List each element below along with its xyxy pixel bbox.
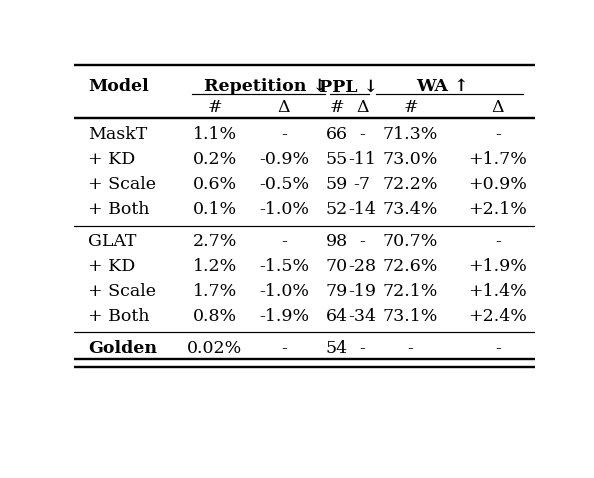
Text: +2.1%: +2.1% [468,201,527,218]
Text: +1.9%: +1.9% [468,258,527,275]
Text: #: # [207,98,222,116]
Text: -: - [359,340,365,357]
Text: -: - [281,340,287,357]
Text: 79: 79 [326,283,347,300]
Text: #: # [403,98,418,116]
Text: PPL ↓: PPL ↓ [318,78,378,95]
Text: #: # [329,98,344,116]
Text: -: - [281,126,287,143]
Text: GLAT: GLAT [88,233,137,250]
Text: MaskT: MaskT [88,126,147,143]
Text: + Both: + Both [88,201,150,218]
Text: -: - [359,126,365,143]
Text: -1.0%: -1.0% [259,201,309,218]
Text: 70: 70 [326,258,347,275]
Text: + KD: + KD [88,151,135,168]
Text: + Scale: + Scale [88,176,156,193]
Text: Δ: Δ [277,98,290,116]
Text: 54: 54 [326,340,347,357]
Text: -19: -19 [348,283,376,300]
Text: 71.3%: 71.3% [383,126,438,143]
Text: -28: -28 [348,258,376,275]
Text: -34: -34 [348,308,376,325]
Text: 1.2%: 1.2% [192,258,237,275]
Text: +1.7%: +1.7% [468,151,527,168]
Text: 1.7%: 1.7% [192,283,237,300]
Text: 72.6%: 72.6% [383,258,438,275]
Text: Model: Model [88,78,148,95]
Text: 73.4%: 73.4% [383,201,438,218]
Text: -: - [495,233,501,250]
Text: 98: 98 [326,233,347,250]
Text: -1.9%: -1.9% [258,308,309,325]
Text: -0.5%: -0.5% [258,176,309,193]
Text: -: - [407,340,413,357]
Text: -: - [495,126,501,143]
Text: 55: 55 [326,151,347,168]
Text: + Both: + Both [88,308,150,325]
Text: 72.2%: 72.2% [383,176,438,193]
Text: -: - [281,233,287,250]
Text: 1.1%: 1.1% [192,126,237,143]
Text: +2.4%: +2.4% [468,308,527,325]
Text: 59: 59 [326,176,347,193]
Text: 0.6%: 0.6% [192,176,237,193]
Text: -14: -14 [348,201,376,218]
Text: + KD: + KD [88,258,135,275]
Text: Golden: Golden [88,340,157,357]
Text: 64: 64 [326,308,347,325]
Text: -: - [359,233,365,250]
Text: -0.9%: -0.9% [258,151,309,168]
Text: 0.02%: 0.02% [187,340,242,357]
Text: 52: 52 [326,201,347,218]
Text: -1.0%: -1.0% [259,283,309,300]
Text: 0.2%: 0.2% [192,151,237,168]
Text: Repetition ↓: Repetition ↓ [204,78,327,95]
Text: + Scale: + Scale [88,283,156,300]
Text: 0.8%: 0.8% [192,308,237,325]
Text: Δ: Δ [491,98,504,116]
Text: 0.1%: 0.1% [192,201,237,218]
Text: 73.0%: 73.0% [383,151,438,168]
Text: 70.7%: 70.7% [383,233,438,250]
Text: -11: -11 [348,151,376,168]
Text: -7: -7 [353,176,371,193]
Text: 73.1%: 73.1% [383,308,438,325]
Text: 72.1%: 72.1% [383,283,438,300]
Text: +1.4%: +1.4% [469,283,527,300]
Text: -1.5%: -1.5% [258,258,309,275]
Text: Δ: Δ [356,98,368,116]
Text: -: - [495,340,501,357]
Text: +0.9%: +0.9% [468,176,527,193]
Text: 66: 66 [326,126,347,143]
Text: WA ↑: WA ↑ [416,78,469,95]
Text: 2.7%: 2.7% [192,233,237,250]
